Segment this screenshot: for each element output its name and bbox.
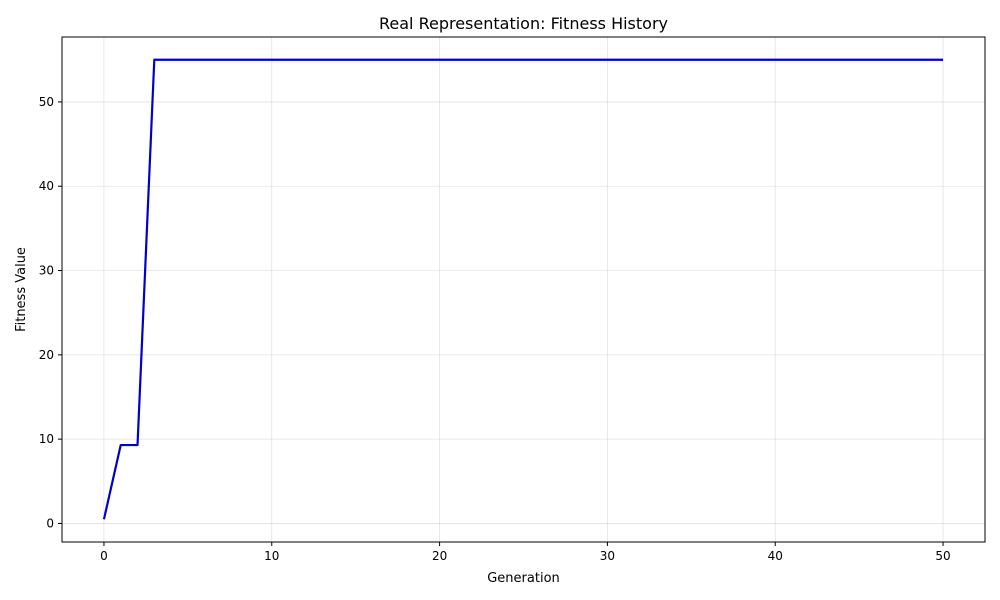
series-line [102, 58, 944, 520]
y-tick-label: 10 [39, 432, 54, 446]
x-tick-label: 10 [264, 549, 279, 563]
grid [62, 37, 985, 542]
x-tick-label: 30 [600, 549, 615, 563]
y-tick-label: 40 [39, 179, 54, 193]
y-tick-label: 0 [46, 516, 54, 530]
x-tick-label: 40 [768, 549, 783, 563]
plot-frame [61, 36, 986, 543]
y-tick-label: 30 [39, 264, 54, 278]
chart-title: Real Representation: Fitness History [379, 14, 668, 33]
x-tick-label: 50 [935, 549, 950, 563]
y-axis: 0 10 20 30 40 50 [39, 95, 62, 530]
x-tick-label: 0 [100, 549, 108, 563]
series-layer [102, 58, 944, 520]
y-tick-label: 50 [39, 95, 54, 109]
x-axis: 0 10 20 30 40 50 [100, 542, 951, 563]
y-tick-label: 20 [39, 348, 54, 362]
y-axis-label: Fitness Value [14, 247, 29, 332]
x-tick-label: 20 [432, 549, 447, 563]
x-axis-label: Generation [487, 571, 560, 586]
